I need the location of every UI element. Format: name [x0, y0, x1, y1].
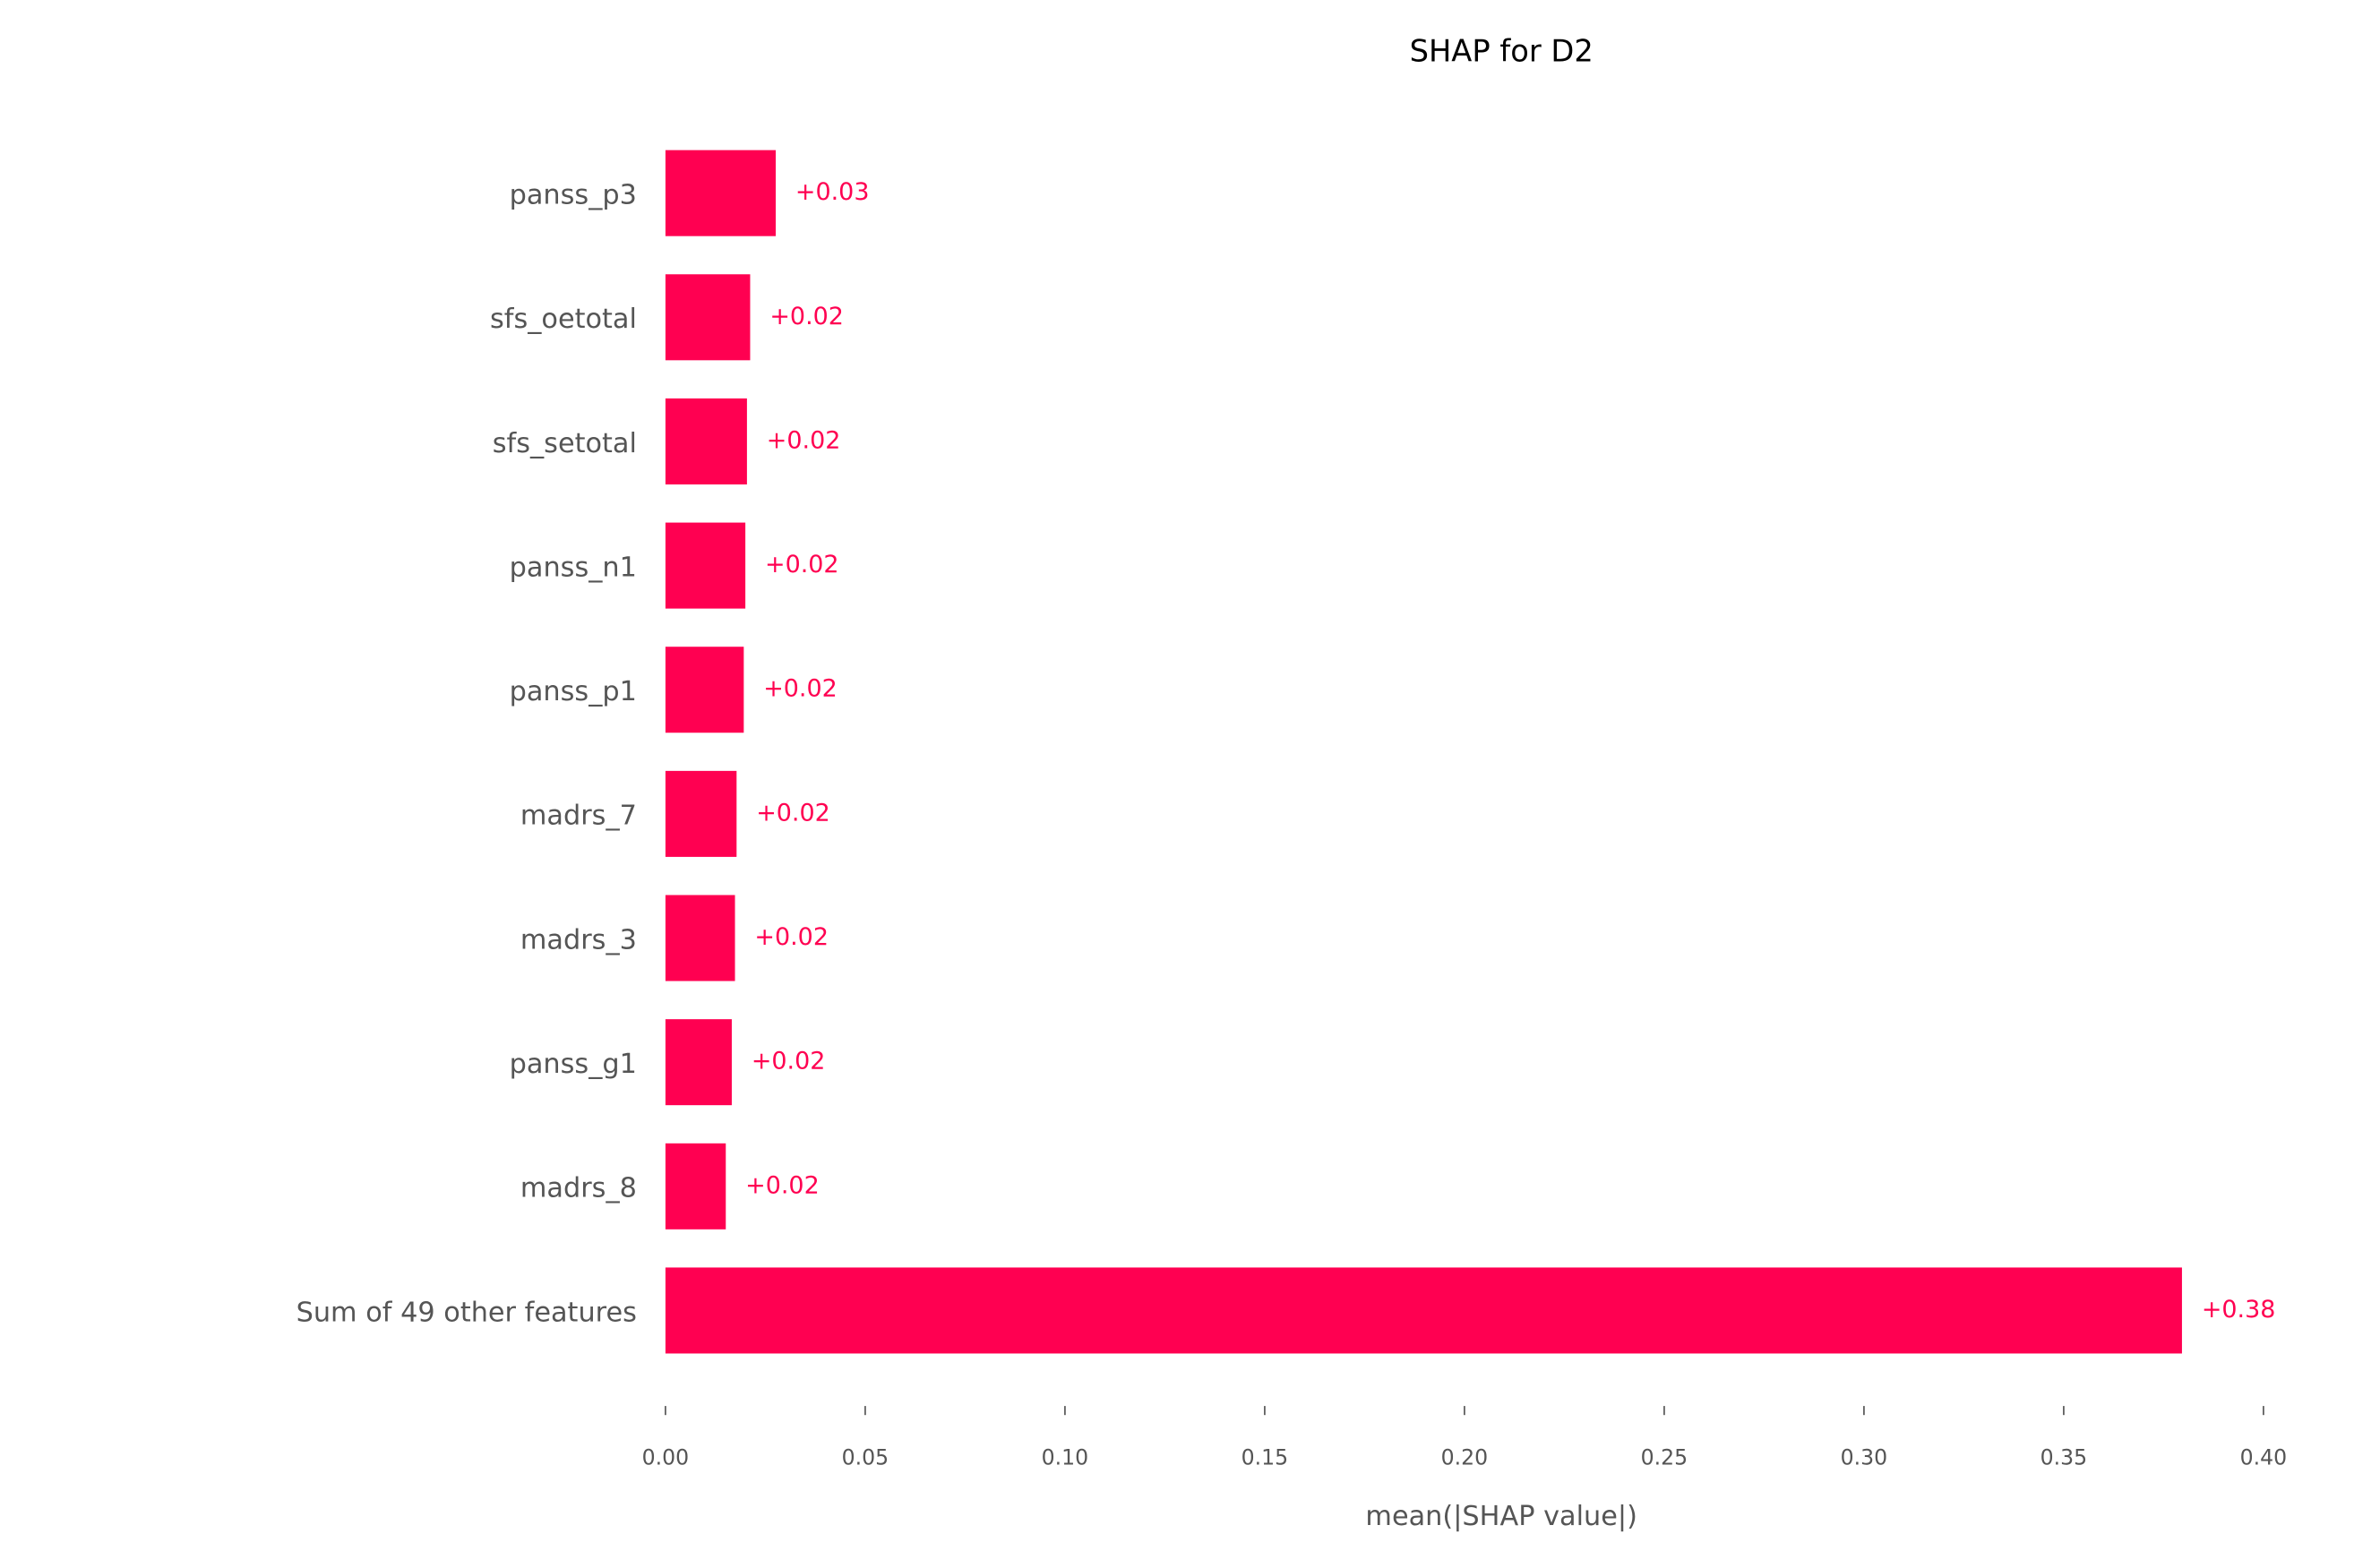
y-tick-label: panss_p1	[510, 676, 637, 707]
bar	[665, 274, 751, 361]
x-tick-label: 0.35	[2040, 1445, 2088, 1470]
value-label: +0.02	[754, 923, 829, 951]
bar	[665, 1019, 732, 1106]
x-tick-label: 0.30	[1841, 1445, 1888, 1470]
y-tick-label: panss_g1	[510, 1049, 637, 1080]
bar	[665, 895, 735, 981]
y-tick-label: madrs_7	[520, 801, 637, 832]
y-tick-label: panss_p3	[510, 180, 637, 211]
value-label: +0.38	[2202, 1296, 2276, 1324]
bar	[665, 1143, 726, 1230]
y-tick-label: panss_n1	[510, 552, 637, 583]
value-label: +0.02	[765, 551, 839, 578]
bar	[665, 647, 744, 733]
bar	[665, 150, 777, 236]
y-tick-label: Sum of 49 other features	[296, 1297, 637, 1328]
value-label: +0.02	[763, 675, 838, 703]
x-tick-label: 0.20	[1441, 1445, 1489, 1470]
value-label: +0.02	[767, 426, 841, 454]
bar	[665, 1267, 2182, 1354]
value-label: +0.02	[769, 303, 844, 330]
y-tick-label: madrs_8	[520, 1173, 637, 1204]
x-tick-label: 0.40	[2240, 1445, 2288, 1470]
x-tick-label: 0.10	[1042, 1445, 1089, 1470]
bar	[665, 770, 737, 857]
value-label: +0.02	[756, 799, 830, 827]
chart-title: SHAP for D2	[1410, 33, 1594, 68]
y-tick-label: sfs_setotal	[493, 428, 637, 459]
y-tick-label: madrs_3	[520, 924, 637, 955]
bar	[665, 398, 747, 484]
y-tick-label: sfs_oetotal	[490, 304, 637, 335]
x-tick-label: 0.05	[842, 1445, 889, 1470]
x-tick-label: 0.15	[1241, 1445, 1289, 1470]
x-tick-label: 0.00	[642, 1445, 690, 1470]
value-label: +0.02	[752, 1048, 826, 1075]
bar	[665, 522, 746, 609]
value-label: +0.03	[795, 178, 870, 206]
value-label: +0.02	[745, 1171, 820, 1199]
x-tick-label: 0.25	[1641, 1445, 1688, 1470]
x-axis-label: mean(|SHAP value|)	[1365, 1501, 1637, 1532]
